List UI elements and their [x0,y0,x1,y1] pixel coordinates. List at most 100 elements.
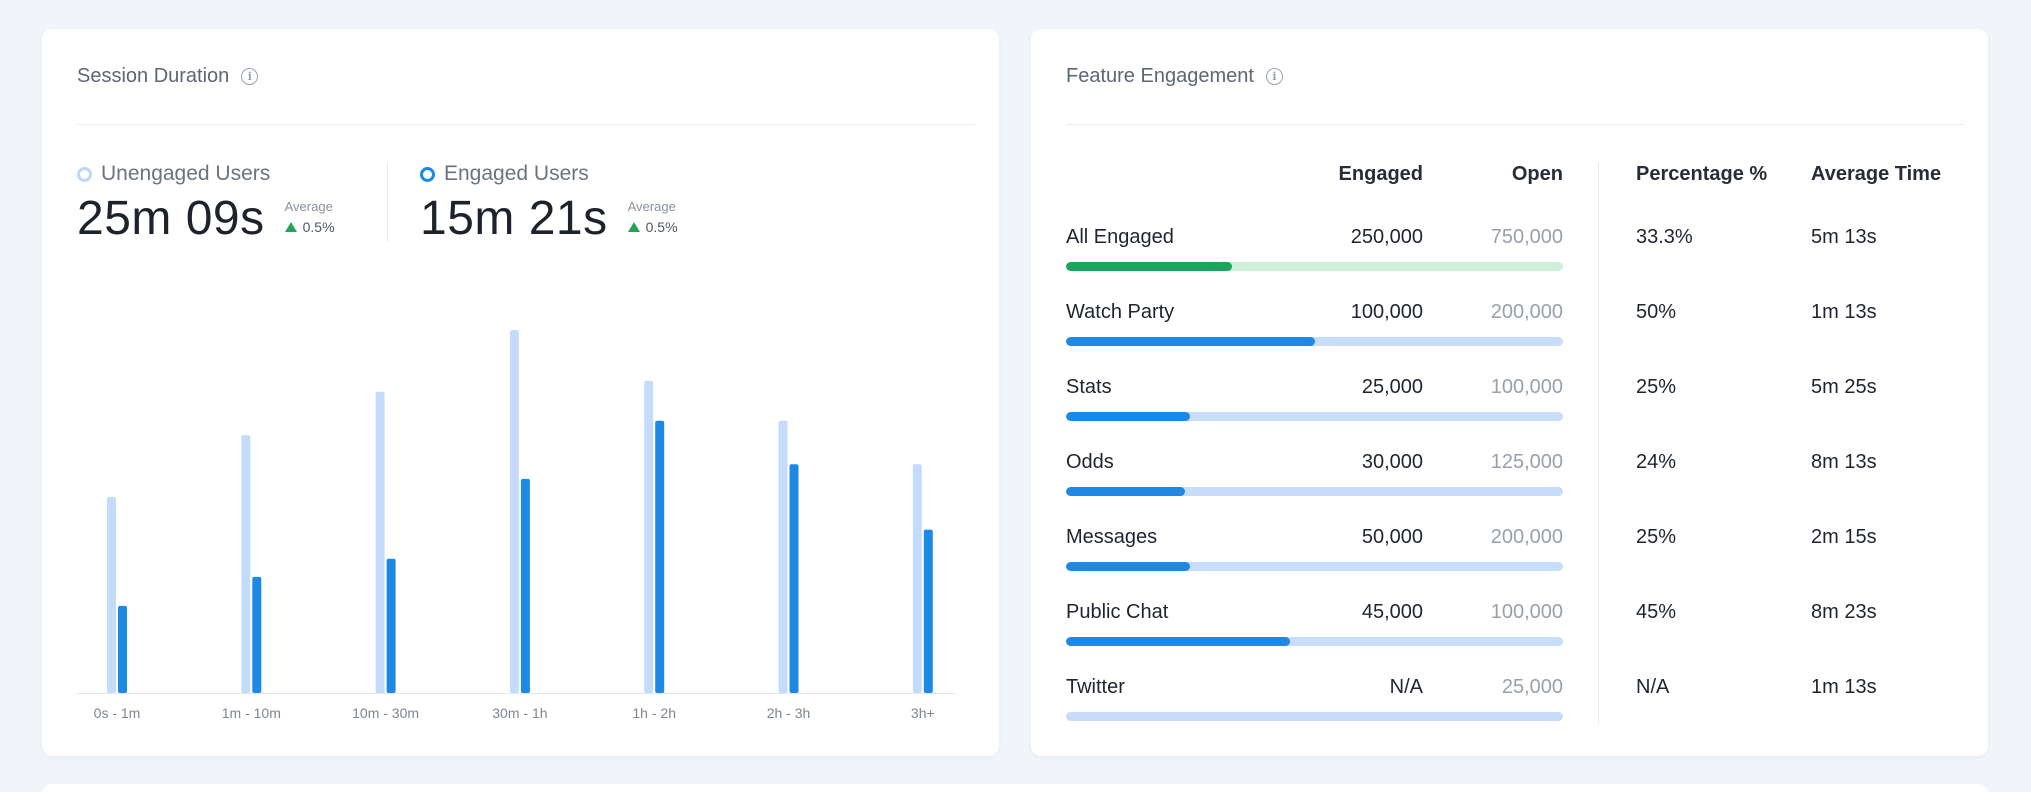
open-count: 750,000 [1490,226,1563,248]
column-header-open[interactable]: Open [1511,163,1563,185]
engagement-progress-fill [1066,412,1191,421]
percentage-value: 50% [1636,301,1677,323]
bar-unengaged[interactable] [912,464,922,693]
feature-engagement-title: Feature Engagement [1066,65,1254,87]
bar-engaged[interactable] [520,478,530,693]
average-time-value: 8m 13s [1811,451,1877,473]
feature-label: Public Chat [1066,601,1169,623]
bar-engaged[interactable] [789,464,799,693]
unengaged-stat: Unengaged Users 25m 09s Average 0.5% [77,162,335,243]
engaged-legend[interactable]: Engaged Users [420,162,678,186]
engagement-progress-fill [1066,337,1315,346]
percentage-value: N/A [1636,676,1670,698]
bar-engaged[interactable] [386,558,396,693]
info-icon[interactable]: i [1265,68,1283,85]
engagement-progress-fill [1066,562,1191,571]
engaged-count: 50,000 [1361,526,1423,548]
percentage-value: 25% [1636,376,1677,398]
unengaged-legend[interactable]: Unengaged Users [77,162,335,186]
percentage-value: 24% [1636,451,1677,473]
feature-engagement-title-group: Feature Engagement i [1066,65,1283,88]
bar-unengaged[interactable] [644,380,654,693]
feature-label: All Engaged [1066,226,1174,248]
x-tick-label: 10m - 30m [352,705,419,721]
session-duration-card: Session Duration i Unengaged Users 25m 0… [42,29,999,756]
engagement-progress-bar [1066,337,1563,346]
legend-ring-icon [420,166,435,182]
engaged-count: 25,000 [1361,376,1423,398]
column-separator [1598,162,1599,724]
x-tick-label: 1m - 10m [222,705,281,721]
bar-engaged[interactable] [655,420,665,693]
feature-row[interactable]: Stats 25,000 100,000 25% 5m 25s [1066,376,1966,451]
engaged-avg-change: 0.5% [645,219,678,235]
bar-unengaged[interactable] [778,420,788,693]
session-duration-title: Session Duration [77,65,230,87]
bar-engaged[interactable] [252,576,262,693]
engagement-progress-bar [1066,712,1563,721]
info-icon[interactable]: i [241,68,259,85]
open-count: 200,000 [1490,526,1563,548]
x-tick-label: 2h - 3h [767,705,811,721]
engagement-progress-fill [1066,487,1186,496]
feature-label: Watch Party [1066,301,1175,323]
average-time-value: 8m 23s [1811,601,1877,623]
x-tick-label: 0s - 1m [94,705,141,721]
engagement-progress-bar [1066,262,1563,271]
trend-up-icon [627,222,640,232]
average-time-value: 5m 25s [1811,376,1877,398]
percentage-value: 25% [1636,526,1677,548]
average-time-value: 2m 15s [1811,526,1877,548]
engaged-count: N/A [1389,676,1423,698]
x-tick-label: 1h - 2h [632,705,676,721]
engaged-label: Engaged Users [444,162,589,185]
feature-row[interactable]: Odds 30,000 125,000 24% 8m 13s [1066,451,1966,526]
engagement-progress-bar [1066,487,1563,496]
bar-engaged[interactable] [118,605,127,693]
column-header-engaged[interactable]: Engaged [1338,163,1423,185]
engaged-stat: Engaged Users 15m 21s Average 0.5% [420,162,678,243]
unengaged-avg-change: 0.5% [302,219,335,235]
bar-unengaged[interactable] [375,391,385,693]
unengaged-value: 25m 09s [77,192,265,245]
session-duration-title-group: Session Duration i [77,65,259,88]
feature-label: Stats [1066,376,1112,398]
column-header-percentage[interactable]: Percentage % [1636,163,1768,185]
open-count: 200,000 [1490,301,1563,323]
feature-label: Odds [1066,451,1114,473]
unengaged-label: Unengaged Users [101,162,271,185]
feature-row[interactable]: Twitter N/A 25,000 N/A 1m 13s [1066,676,1966,751]
feature-row[interactable]: Public Chat 45,000 100,000 45% 8m 23s [1066,601,1966,676]
bar-engaged[interactable] [923,529,933,693]
percentage-value: 33.3% [1636,226,1693,248]
engagement-progress-bar [1066,637,1563,646]
engaged-count: 100,000 [1350,301,1423,323]
stat-separator [387,162,388,242]
bar-unengaged[interactable] [509,330,519,693]
average-time-value: 1m 13s [1811,301,1877,323]
feature-row[interactable]: Messages 50,000 200,000 25% 2m 15s [1066,526,1966,601]
feature-label: Messages [1066,526,1158,548]
open-count: 100,000 [1490,376,1563,398]
x-tick-label: 3h+ [911,705,935,721]
engaged-count: 45,000 [1361,601,1423,623]
average-time-value: 5m 13s [1811,226,1877,248]
engaged-count: 30,000 [1361,451,1423,473]
open-count: 25,000 [1501,676,1563,698]
engagement-progress-fill [1066,637,1290,646]
average-time-value: 1m 13s [1811,676,1877,698]
engaged-value: 15m 21s [420,192,608,245]
divider [77,124,975,125]
divider [1066,124,1964,125]
bar-unengaged[interactable] [241,435,251,693]
feature-row[interactable]: All Engaged 250,000 750,000 33.3% 5m 13s [1066,226,1966,301]
feature-row[interactable]: Watch Party 100,000 200,000 50% 1m 13s [1066,301,1966,376]
column-header-average-time[interactable]: Average Time [1811,163,1942,185]
next-card-edge [42,784,1988,792]
percentage-value: 45% [1636,601,1677,623]
engagement-progress-fill [1066,262,1232,271]
bar-unengaged[interactable] [107,496,116,693]
session-duration-chart: 0s - 1m 1m - 10m 10m - 30m 30m - 1h 1h - 2h 2… [77,330,955,721]
engagement-progress-bar [1066,412,1563,421]
open-count: 125,000 [1490,451,1563,473]
